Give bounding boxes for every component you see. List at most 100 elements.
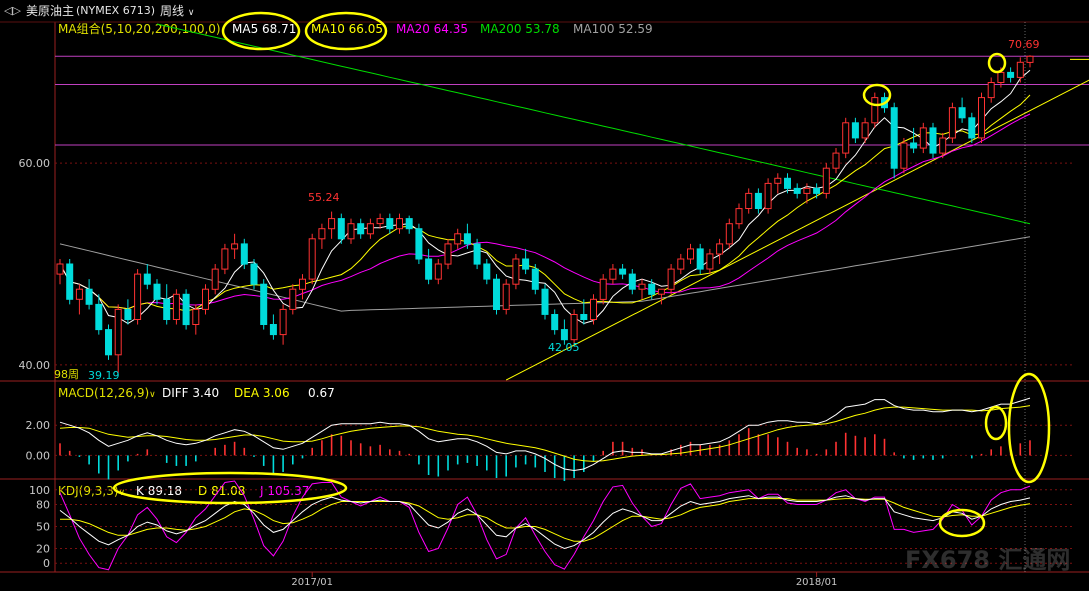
candle-down-body	[95, 303, 103, 331]
candle-down-body	[813, 187, 821, 194]
candle	[289, 284, 297, 315]
annotation-ellipse	[221, 11, 301, 51]
candle	[861, 117, 869, 144]
candle-down-body	[415, 228, 423, 260]
ma5-value: 68.71	[262, 22, 297, 36]
candle-up-body	[803, 187, 811, 194]
candle-down-body	[473, 243, 481, 265]
diff-line	[59, 397, 1031, 472]
candle	[706, 248, 714, 275]
candle	[143, 264, 151, 290]
ma200-line	[156, 23, 1031, 225]
candle-down-body	[929, 127, 937, 154]
macd-label: MACD(12,26,9)	[58, 386, 150, 400]
instrument-name: 美原油主	[26, 4, 75, 18]
candle	[609, 264, 617, 285]
candle-down-body	[851, 122, 859, 139]
candle-up-body	[454, 233, 462, 245]
candle-down-body	[66, 263, 74, 300]
candle-down-body	[143, 273, 151, 285]
back-forward-icon[interactable]: ◁▷	[4, 4, 21, 17]
candle-up-body	[599, 278, 607, 300]
candle	[221, 243, 229, 275]
k-value: 89.18	[147, 484, 183, 498]
candle	[842, 117, 850, 159]
ma100-name: MA100	[573, 22, 615, 36]
candle	[260, 279, 268, 330]
candle	[134, 269, 142, 325]
candle-up-body	[861, 122, 869, 139]
candle	[493, 274, 500, 315]
candle-down-body	[619, 268, 627, 275]
candle	[502, 279, 510, 315]
d-value: 81.08	[211, 484, 246, 498]
candle-up-body	[725, 223, 733, 245]
candle-up-body	[919, 127, 927, 149]
macd-y-tick-label: 2.00	[26, 419, 51, 432]
candle	[308, 233, 316, 285]
candle-up-body	[687, 248, 694, 260]
annotation-ellipse	[938, 508, 986, 538]
candle	[522, 248, 530, 275]
chart-header: ◁▷ 美原油主 (NYMEX 6713) 周线 ∨	[0, 0, 1089, 22]
candle	[541, 284, 549, 320]
candle	[628, 269, 636, 295]
candle-down-body	[463, 233, 471, 245]
d-legend: D 81.08	[198, 483, 245, 499]
candle-down-body	[105, 329, 112, 356]
candle-up-body	[444, 243, 452, 265]
candle	[784, 173, 791, 194]
candle-up-body	[502, 283, 510, 310]
candle	[357, 218, 365, 239]
candle-up-body	[512, 258, 520, 285]
ma200-legend: MA200 53.78	[480, 21, 560, 37]
kdj-y-tick-label: 20	[36, 543, 50, 556]
candle	[725, 218, 733, 249]
dea-legend: DEA 3.06	[234, 385, 290, 401]
candle-up-body	[396, 218, 403, 230]
ma20-value: 64.35	[433, 22, 469, 36]
candle-down-body	[696, 248, 704, 270]
macd-legend[interactable]: MACD(12,26,9)∨	[58, 385, 156, 403]
candle-up-body	[745, 192, 753, 209]
candle-up-body	[900, 142, 908, 169]
candle	[483, 258, 491, 285]
ma20-name: MA20	[396, 22, 430, 36]
candle	[531, 264, 539, 295]
diff-legend: DIFF 3.40	[162, 385, 219, 401]
kdj-y-tick-label: 100	[29, 484, 50, 497]
period-selector[interactable]: 周线 ∨	[160, 0, 194, 24]
candle-down-body	[153, 283, 161, 300]
candle-down-body	[357, 223, 365, 235]
candle-down-body	[250, 263, 258, 285]
candle-up-body	[202, 288, 209, 310]
candle	[580, 299, 588, 325]
ma200-value: 53.78	[525, 22, 560, 36]
ma5-legend: MA5 68.71	[232, 21, 296, 37]
candle-up-body	[299, 278, 306, 290]
candle-down-body	[910, 142, 918, 149]
x-tick-label: 2017/01	[291, 577, 333, 588]
candle	[958, 97, 966, 123]
candle	[454, 228, 462, 249]
candle	[405, 215, 413, 234]
annotation-ellipse	[304, 11, 388, 51]
candle-down-body	[240, 243, 248, 265]
ma10-name: MA10	[311, 22, 345, 36]
candle	[434, 258, 442, 285]
candle-up-body	[231, 243, 239, 250]
kdj-y-tick-label: 0	[43, 557, 50, 570]
candle-up-body	[987, 82, 995, 99]
support-trendline	[505, 79, 1089, 381]
candle-up-body	[948, 107, 956, 139]
candle-up-body	[716, 243, 724, 255]
candle	[570, 309, 578, 344]
price-y-tick-label: 40.00	[19, 359, 51, 372]
kdj-y-tick-label: 50	[36, 521, 50, 534]
candle	[619, 264, 627, 280]
candle-down-body	[793, 187, 801, 194]
candle-down-body	[269, 324, 277, 336]
candle	[793, 183, 801, 199]
candle-down-body	[124, 308, 132, 320]
ma-legend: MA组合(5,10,20,200,100,0)	[58, 21, 221, 37]
